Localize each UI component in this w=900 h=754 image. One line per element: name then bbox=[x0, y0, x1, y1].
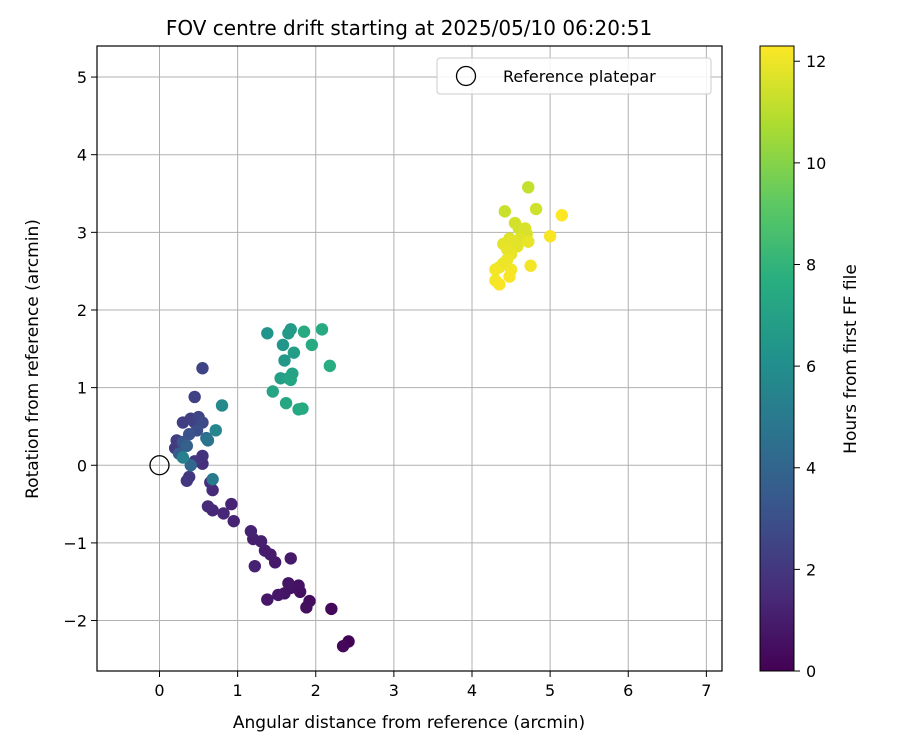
legend-reference-marker bbox=[455, 65, 477, 87]
colorbar-tick-label: 2 bbox=[806, 560, 816, 579]
data-point bbox=[217, 507, 230, 520]
data-point bbox=[266, 385, 279, 398]
y-axis-ticks: −2 −1 0 1 2 3 4 5 bbox=[63, 68, 97, 631]
data-point bbox=[176, 451, 190, 464]
data-point bbox=[555, 209, 569, 222]
colorbar-tick-label: 0 bbox=[806, 662, 816, 681]
legend-box bbox=[436, 57, 712, 95]
reference-platepar-marker bbox=[149, 455, 170, 476]
data-point bbox=[297, 325, 311, 338]
data-point bbox=[287, 346, 301, 359]
y-tick-label: 0 bbox=[77, 456, 87, 475]
x-axis-ticks: 0 1 2 3 4 5 6 7 bbox=[154, 671, 711, 700]
x-tick-label: 1 bbox=[233, 681, 243, 700]
data-point bbox=[493, 278, 506, 291]
y-tick-label: −2 bbox=[63, 612, 87, 631]
data-point bbox=[529, 202, 543, 216]
x-axis-label: Angular distance from reference (arcmin) bbox=[233, 713, 585, 733]
data-point bbox=[296, 402, 309, 415]
data-point bbox=[209, 424, 222, 437]
y-tick-label: 3 bbox=[77, 223, 87, 242]
y-tick-label: −1 bbox=[63, 534, 87, 553]
chart-title: FOV centre drift starting at 2025/05/10 … bbox=[166, 16, 652, 40]
data-point bbox=[180, 439, 194, 453]
data-points bbox=[168, 181, 569, 653]
colorbar-tick-label: 8 bbox=[806, 255, 816, 274]
y-axis-label: Rotation from reference (arcmin) bbox=[23, 219, 43, 499]
data-point bbox=[261, 593, 274, 606]
data-point bbox=[180, 474, 194, 487]
data-point bbox=[248, 559, 262, 573]
legend-entry-reference-platepar: Reference platepar bbox=[503, 67, 656, 86]
data-point bbox=[300, 601, 313, 614]
data-point bbox=[278, 354, 291, 367]
data-point bbox=[258, 544, 272, 557]
reference-marker-layer bbox=[149, 455, 170, 476]
data-point bbox=[323, 359, 337, 373]
data-point bbox=[276, 338, 290, 352]
x-tick-label: 5 bbox=[545, 681, 555, 700]
data-point bbox=[498, 205, 512, 218]
data-point bbox=[543, 230, 557, 243]
colorbar-label: Hours from first FF file bbox=[841, 264, 861, 454]
data-point bbox=[201, 500, 215, 513]
data-point bbox=[261, 327, 274, 340]
x-tick-label: 3 bbox=[389, 681, 399, 700]
colorbar-tick-label: 4 bbox=[806, 459, 816, 478]
data-point bbox=[244, 525, 258, 538]
data-point bbox=[489, 263, 502, 276]
data-point bbox=[215, 399, 229, 412]
x-tick-label: 2 bbox=[311, 681, 321, 700]
colorbar bbox=[759, 45, 795, 672]
x-tick-label: 7 bbox=[701, 681, 711, 700]
data-point bbox=[196, 362, 209, 375]
data-point bbox=[284, 373, 297, 387]
grid-lines bbox=[97, 46, 722, 671]
colorbar-tick-label: 10 bbox=[806, 154, 826, 173]
data-point bbox=[279, 396, 293, 410]
y-tick-label: 5 bbox=[77, 68, 87, 87]
data-point bbox=[225, 497, 238, 511]
x-tick-label: 6 bbox=[623, 681, 633, 700]
data-point bbox=[284, 323, 297, 336]
plot-frame bbox=[96, 45, 723, 672]
colorbar-tick-label: 6 bbox=[806, 357, 816, 376]
data-point bbox=[227, 514, 240, 528]
data-point bbox=[206, 473, 219, 486]
data-point bbox=[284, 552, 297, 565]
x-tick-label: 0 bbox=[154, 681, 164, 700]
y-tick-label: 2 bbox=[77, 301, 87, 320]
y-tick-label: 1 bbox=[77, 379, 87, 398]
y-tick-label: 4 bbox=[77, 146, 87, 165]
data-point bbox=[188, 390, 201, 404]
x-tick-label: 4 bbox=[467, 681, 477, 700]
data-point bbox=[522, 235, 535, 248]
data-point bbox=[522, 181, 535, 194]
data-point bbox=[201, 434, 215, 447]
colorbar-tick-label: 12 bbox=[806, 52, 826, 71]
data-point bbox=[282, 577, 295, 590]
data-point bbox=[524, 259, 537, 272]
data-point bbox=[184, 459, 197, 472]
data-point bbox=[325, 602, 338, 616]
data-point bbox=[503, 270, 516, 283]
colorbar-ticks: 0 2 4 6 8 10 12 bbox=[794, 52, 826, 681]
data-point bbox=[305, 338, 319, 352]
data-point bbox=[336, 639, 350, 653]
data-point bbox=[272, 588, 285, 602]
data-point bbox=[315, 323, 329, 336]
legend: Reference platepar bbox=[436, 57, 712, 95]
